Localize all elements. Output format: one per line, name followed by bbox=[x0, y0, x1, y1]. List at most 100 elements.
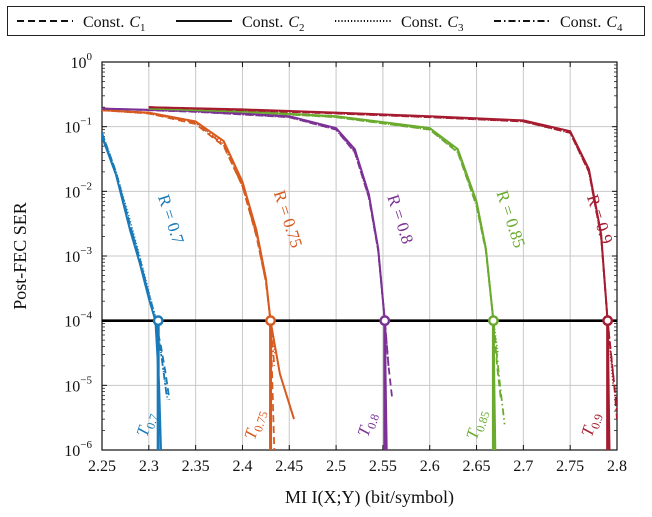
legend-sub: 3 bbox=[458, 22, 464, 34]
rate-label-text: R = 0.7 bbox=[154, 192, 188, 247]
legend-label: Const. C2 bbox=[242, 14, 305, 34]
rate-label: R = 0.75 bbox=[270, 188, 306, 250]
rate-label-text: R = 0.8 bbox=[383, 192, 417, 246]
y-tick-exp: 0 bbox=[87, 51, 93, 63]
y-tick-exp: −4 bbox=[80, 310, 92, 322]
axis-ticks: 2.25 2.3 2.35 2.4 2.45 2.5 2.55 2.6 2.65 2.7 2.75 2… bbox=[64, 51, 627, 475]
legend-item: Const. C2 bbox=[176, 14, 305, 34]
legend-c: C bbox=[447, 14, 458, 31]
threshold-marker bbox=[152, 315, 164, 327]
y-tick-label: 10−6 bbox=[64, 439, 92, 460]
x-axis-title: MI I(X;Y) (bit/symbol) bbox=[285, 487, 454, 508]
series-line-c1 bbox=[102, 109, 276, 450]
series-line-c1 bbox=[148, 107, 502, 400]
series-line-c3 bbox=[148, 106, 615, 386]
rate-label: R = 0.7 bbox=[154, 192, 188, 247]
y-tick-label: 100 bbox=[71, 51, 93, 72]
x-tick-label: 2.8 bbox=[607, 458, 627, 475]
rate-label-text: R = 0.9 bbox=[583, 192, 617, 246]
x-tick-label: 2.35 bbox=[182, 458, 210, 475]
rate-group bbox=[148, 107, 506, 450]
y-tick-exp: −5 bbox=[80, 374, 92, 386]
y-tick-base: 10 bbox=[64, 443, 80, 460]
threshold-marker bbox=[379, 315, 391, 327]
x-tick-label: 2.7 bbox=[513, 458, 533, 475]
legend-item: Const. C1 bbox=[17, 14, 146, 34]
legend-label: Const. C4 bbox=[560, 14, 623, 34]
series-line-c2 bbox=[148, 107, 497, 450]
threshold-label: T0.75 bbox=[240, 407, 270, 443]
threshold-label-sub: 0.7 bbox=[143, 412, 161, 431]
legend-text-main: Const. bbox=[560, 14, 601, 31]
legend-sub: 2 bbox=[299, 22, 305, 34]
y-tick-base: 10 bbox=[64, 378, 80, 395]
series-line-c2 bbox=[102, 109, 295, 420]
threshold-marker bbox=[265, 315, 276, 327]
legend-text-main: Const. bbox=[401, 14, 442, 31]
legend-c: C bbox=[288, 14, 299, 31]
series-line-c3 bbox=[102, 107, 389, 355]
y-tick-base: 10 bbox=[71, 55, 87, 72]
y-tick-label: 10−2 bbox=[64, 180, 92, 201]
threshold-label-sub: 0.8 bbox=[364, 412, 382, 431]
rate-group bbox=[102, 107, 394, 450]
legend-text-main: Const. bbox=[242, 14, 283, 31]
series-line-c4 bbox=[102, 109, 276, 366]
threshold-marker bbox=[602, 315, 614, 327]
threshold-label: T0.9 bbox=[577, 410, 605, 440]
y-tick-exp: −6 bbox=[80, 439, 92, 451]
y-tick-label: 10−3 bbox=[64, 245, 92, 266]
rate-group bbox=[148, 106, 617, 450]
threshold-label-sub: 0.9 bbox=[588, 412, 606, 431]
legend-label: Const. C3 bbox=[401, 14, 464, 34]
legend-c: C bbox=[129, 14, 140, 31]
rate-label: R = 0.9 bbox=[583, 192, 617, 246]
y-tick-exp: −2 bbox=[80, 180, 92, 192]
series-line-c2 bbox=[102, 136, 162, 450]
rate-label: R = 0.8 bbox=[383, 192, 417, 246]
series-line-c4 bbox=[102, 107, 390, 366]
y-tick-label: 10−1 bbox=[64, 116, 92, 137]
legend-label: Const. C1 bbox=[83, 14, 146, 34]
x-tick-label: 2.5 bbox=[326, 458, 346, 475]
series-line-c3 bbox=[148, 107, 499, 355]
threshold-label: T0.8 bbox=[354, 410, 382, 440]
rate-group bbox=[102, 109, 295, 450]
y-tick-exp: −3 bbox=[80, 245, 92, 257]
series-line-c3 bbox=[102, 109, 277, 355]
legend-item: Const. C3 bbox=[335, 14, 464, 34]
series-line-c1 bbox=[102, 107, 394, 400]
x-tick-label: 2.55 bbox=[369, 458, 397, 475]
x-tick-label: 2.75 bbox=[556, 458, 584, 475]
x-tick-label: 2.45 bbox=[275, 458, 303, 475]
threshold-label: T0.7 bbox=[133, 410, 161, 440]
threshold-label: T0.85 bbox=[462, 407, 492, 443]
x-tick-label: 2.65 bbox=[463, 458, 491, 475]
x-tick-label: 2.6 bbox=[420, 458, 440, 475]
x-tick-label: 2.25 bbox=[88, 458, 116, 475]
y-tick-base: 10 bbox=[64, 314, 80, 331]
y-tick-base: 10 bbox=[64, 120, 80, 137]
series-line-c2 bbox=[148, 106, 611, 450]
legend-text-main: Const. bbox=[83, 14, 124, 31]
legend: Const. C1 Const. C2 Const. C3 Const. C4 bbox=[7, 6, 645, 36]
threshold-label-sub: 0.85 bbox=[473, 409, 493, 433]
legend-item: Const. C4 bbox=[494, 14, 623, 34]
y-axis-title: Post-FEC SER bbox=[10, 202, 30, 310]
series-line-c4 bbox=[148, 107, 506, 425]
legend-c: C bbox=[606, 14, 617, 31]
rate-label-text: R = 0.75 bbox=[270, 188, 306, 250]
threshold-label-sub: 0.75 bbox=[251, 409, 271, 433]
y-tick-base: 10 bbox=[64, 184, 80, 201]
threshold-marker bbox=[487, 315, 499, 327]
y-tick-label: 10−5 bbox=[64, 374, 92, 395]
y-tick-label: 10−4 bbox=[64, 310, 92, 331]
x-tick-label: 2.4 bbox=[232, 458, 252, 475]
legend-sub: 1 bbox=[140, 22, 146, 34]
y-tick-exp: −1 bbox=[80, 116, 92, 128]
x-tick-label: 2.3 bbox=[139, 458, 159, 475]
y-tick-base: 10 bbox=[64, 249, 80, 266]
curves bbox=[102, 106, 617, 450]
rate-group bbox=[102, 132, 171, 450]
